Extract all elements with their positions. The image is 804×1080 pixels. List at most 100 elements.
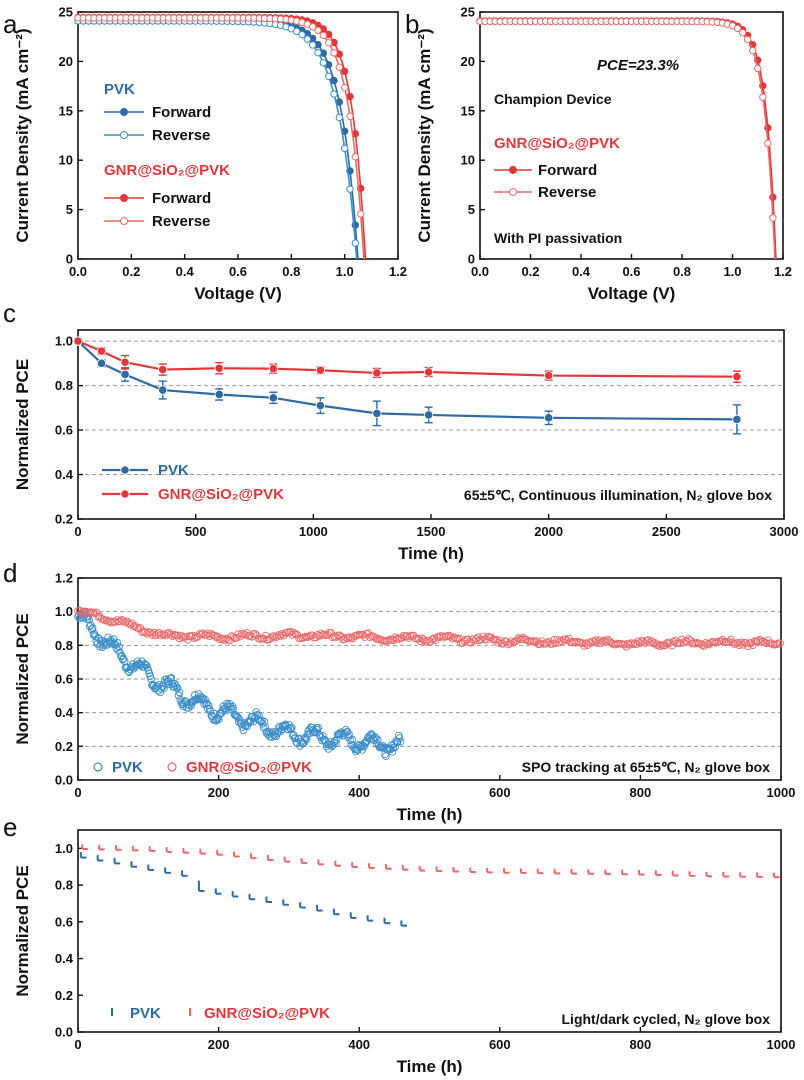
annotation: 65±5℃, Continuous illumination, N₂ glove… [464, 487, 772, 503]
x-tick-label: 2500 [652, 524, 681, 539]
x-tick-label: 0.8 [673, 264, 691, 279]
data-point [749, 46, 757, 55]
data-point [140, 660, 149, 668]
panel-letter: a [3, 9, 18, 39]
data-point [646, 638, 654, 647]
y-tick-label: 0 [66, 252, 73, 267]
x-axis-label: Voltage (V) [588, 284, 676, 303]
legend-entry: PVK [130, 1005, 161, 1022]
data-point [306, 729, 314, 737]
y-tick-label: 1.0 [55, 604, 73, 619]
panel-letter: b [405, 9, 419, 39]
data-point [732, 414, 742, 424]
data-point [206, 707, 215, 716]
data-point [396, 737, 405, 746]
data-point [340, 67, 349, 76]
y-tick-label: 0.2 [55, 512, 73, 527]
data-point [174, 691, 183, 700]
x-tick-label: 600 [489, 1037, 511, 1052]
x-tick-label: 400 [348, 1037, 370, 1052]
data-point [158, 385, 168, 395]
data-point [381, 750, 389, 759]
y-tick-label: 0.0 [55, 1025, 73, 1040]
data-point [218, 706, 227, 715]
x-axis-label: Voltage (V) [194, 284, 282, 303]
legend-entry: Reverse [152, 213, 210, 230]
data-point [177, 631, 185, 640]
data-point [284, 725, 293, 734]
x-tick-label: 0.0 [69, 264, 87, 279]
data-point [148, 631, 157, 639]
legend-entry: Reverse [538, 184, 596, 201]
data-point [319, 31, 328, 40]
data-point [600, 636, 609, 645]
legend-entry: Reverse [152, 127, 210, 144]
legend-entry: GNR@SiO₂@PVK [158, 486, 284, 503]
data-point [424, 410, 434, 420]
data-point [96, 346, 107, 356]
data-point [769, 193, 777, 201]
data-point [167, 674, 176, 682]
data-point [351, 153, 360, 161]
data-point [114, 646, 123, 655]
data-point [438, 633, 447, 642]
data-point [330, 49, 338, 57]
data-point [141, 628, 150, 637]
x-tick-label: 1500 [417, 524, 446, 539]
data-point [472, 634, 481, 643]
data-point [543, 638, 551, 647]
legend-entry: PVK [112, 759, 143, 776]
data-point [315, 365, 325, 375]
data-point [210, 631, 219, 640]
x-tick-label: 1.2 [774, 264, 792, 279]
data-point [214, 363, 224, 373]
x-tick-label: 2000 [534, 524, 563, 539]
legend-marker [509, 166, 517, 174]
panel-d: 0 200 400 600 800 1000 0.0 0.2 0.4 0.6 0.8 1.0 1.2 Ti… [3, 558, 795, 824]
panel-letter: e [3, 812, 17, 842]
x-tick-label: 500 [185, 524, 207, 539]
y-tick-label: 20 [461, 54, 475, 69]
y-tick-label: 1.0 [55, 841, 73, 856]
y-axis-label: Normalized PCE [13, 613, 32, 744]
annotation: Champion Device [494, 91, 612, 107]
data-point [171, 679, 179, 688]
data-point [656, 642, 664, 650]
x-tick-label: 200 [208, 1037, 230, 1052]
y-tick-label: 0.8 [55, 638, 73, 653]
x-tick-label: 0.2 [521, 264, 539, 279]
data-point [251, 712, 260, 721]
data-point [175, 688, 184, 697]
annotation: With PI passivation [494, 230, 622, 246]
data-point [512, 636, 521, 645]
legend-marker [120, 465, 130, 475]
data-point [374, 634, 383, 643]
x-tick-label: 0.4 [176, 264, 195, 279]
data-point [120, 369, 130, 380]
data-point [356, 210, 365, 218]
x-tick-label: 1.0 [723, 264, 741, 279]
data-point [372, 368, 382, 378]
x-tick-label: 800 [630, 1037, 652, 1052]
data-point [737, 638, 745, 647]
panel-letter: d [3, 558, 17, 588]
data-point [144, 666, 153, 675]
data-point [335, 63, 344, 71]
legend-entry: GNR@SiO₂@PVK [204, 1005, 330, 1022]
data-point [285, 720, 293, 729]
data-point [506, 639, 514, 648]
data-point [314, 26, 322, 35]
data-point [315, 400, 325, 411]
data-point [421, 637, 430, 646]
data-point [754, 64, 762, 73]
data-point [340, 83, 349, 92]
y-tick-label: 1.0 [55, 334, 73, 349]
data-point [769, 214, 777, 222]
panel-b: 0.0 0.2 0.4 0.6 0.8 1.0 1.2 0 5 10 15 20 25 Voltage (… [405, 5, 792, 304]
plot-frame [77, 829, 782, 1033]
data-point [268, 364, 278, 374]
data-point [87, 625, 96, 634]
x-tick-label: 3000 [770, 524, 799, 539]
data-point [627, 639, 636, 647]
legend-marker [509, 188, 517, 196]
